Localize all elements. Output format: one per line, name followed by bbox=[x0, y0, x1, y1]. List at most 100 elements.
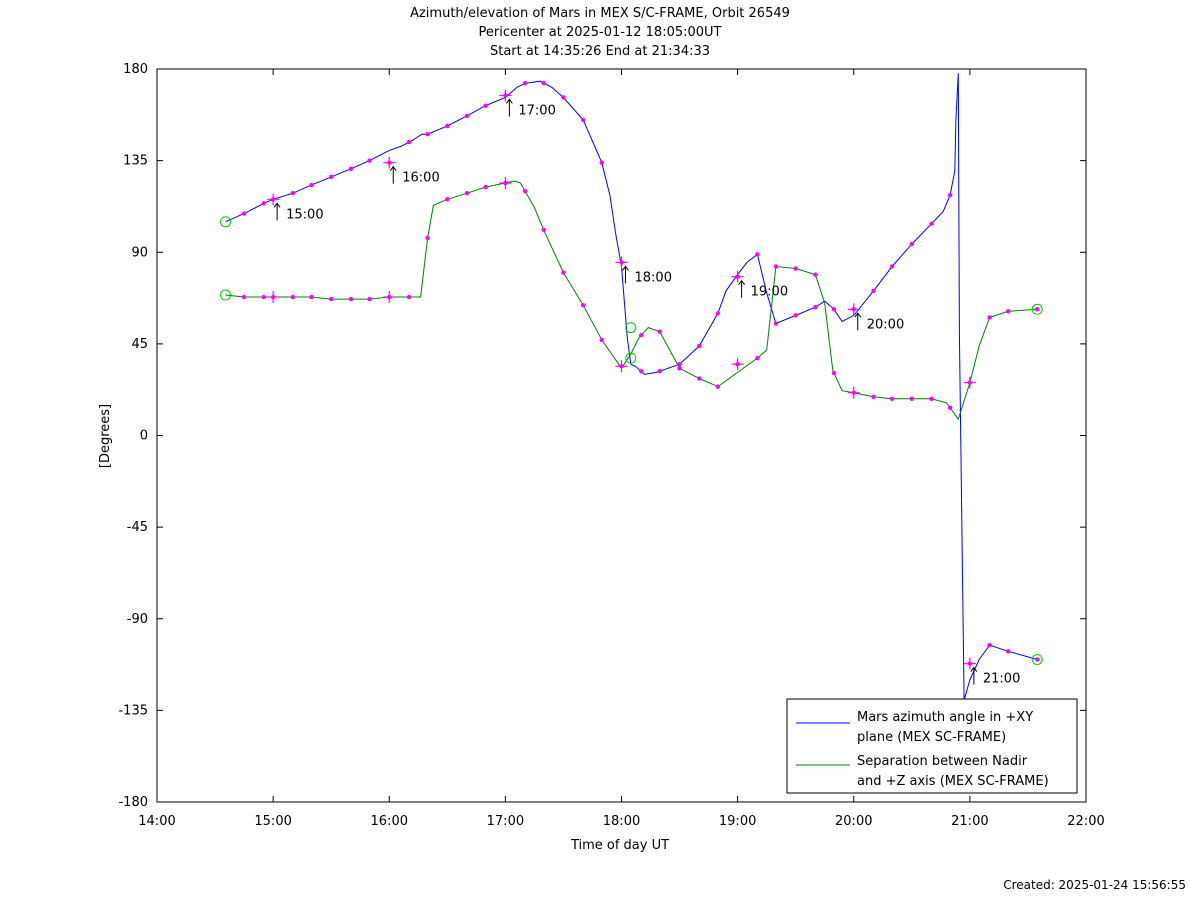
chart-title: Azimuth/elevation of Mars in MEX S/C-FRA… bbox=[410, 6, 790, 59]
legend-label-azimuth-line-2: plane (MEX SC-FRAME) bbox=[857, 730, 1006, 745]
y-tick-label: 90 bbox=[131, 245, 148, 260]
x-tick-label: 22:00 bbox=[1067, 814, 1104, 829]
azimuth-marker bbox=[657, 368, 663, 374]
separation-marker bbox=[813, 272, 818, 277]
azimuth-marker bbox=[261, 201, 267, 206]
azimuth-hour-mark-dot bbox=[270, 197, 276, 202]
azimuth-marker bbox=[309, 182, 314, 188]
separation-marker bbox=[348, 296, 354, 302]
separation-marker bbox=[1005, 309, 1011, 314]
legend: Mars azimuth angle in +XY plane (MEX SC-… bbox=[786, 698, 1078, 794]
y-tick-label: 135 bbox=[123, 154, 148, 169]
azimuth-marker bbox=[561, 95, 566, 100]
hour-pointer-head bbox=[505, 98, 513, 104]
azimuth-marker bbox=[445, 123, 450, 129]
azimuth-marker bbox=[793, 313, 798, 318]
endpoint-circle bbox=[1031, 303, 1043, 315]
separation-marker bbox=[697, 376, 702, 381]
azimuth-hour-mark-dot bbox=[967, 661, 973, 666]
hour-label: 20:00 bbox=[867, 317, 904, 332]
separation-hour-mark-dot bbox=[619, 364, 624, 369]
endpoint-circle bbox=[220, 216, 232, 228]
separation-hour-mark-dot bbox=[270, 294, 276, 300]
separation-marker bbox=[657, 329, 663, 334]
azimuth-marker bbox=[328, 174, 334, 180]
azimuth-marker bbox=[813, 305, 818, 310]
azimuth-series-line bbox=[225, 73, 1038, 701]
separation-marker bbox=[987, 315, 992, 320]
azimuth-hour-mark-dot bbox=[387, 160, 392, 165]
x-tick-label: 19:00 bbox=[719, 814, 756, 829]
y-tick-label: 45 bbox=[131, 337, 148, 352]
y-tick-label: -45 bbox=[127, 520, 148, 535]
separation-marker bbox=[367, 296, 372, 302]
azimuth-marker bbox=[1035, 657, 1040, 662]
hour-label: 18:00 bbox=[635, 270, 672, 285]
x-tick-label: 21:00 bbox=[951, 814, 988, 829]
separation-marker bbox=[599, 337, 604, 343]
x-tick-label: 18:00 bbox=[603, 814, 640, 829]
separation-hour-mark-dot bbox=[735, 362, 740, 367]
legend-label-separation-line-1: Separation between Nadir bbox=[857, 754, 1028, 769]
separation-marker bbox=[580, 302, 586, 308]
separation-marker bbox=[483, 184, 488, 190]
endpoint-circle bbox=[625, 352, 637, 364]
legend-label-azimuth-line-1: Mars azimuth angle in +XY bbox=[857, 710, 1033, 725]
azimuth-marker bbox=[697, 343, 702, 349]
separation-marker bbox=[773, 264, 779, 269]
y-tick-label: -135 bbox=[118, 703, 148, 718]
azimuth-marker bbox=[889, 264, 895, 269]
azimuth-marker bbox=[348, 166, 354, 171]
separation-marker bbox=[1035, 307, 1040, 312]
y-axis-label: [Degrees] bbox=[98, 404, 113, 468]
created-timestamp: Created: 2025-01-24 15:56:55 bbox=[1003, 878, 1186, 892]
hour-pointer-head bbox=[738, 279, 746, 285]
plot-frame bbox=[156, 68, 1087, 803]
azimuth-marker bbox=[464, 113, 470, 119]
azimuth-marker bbox=[541, 80, 546, 86]
separation-marker bbox=[677, 366, 682, 371]
azimuth-marker bbox=[929, 221, 934, 226]
plot-area: 14:00 15:00 16:00 17:00 18:00 19:00 20:00 21:00… bbox=[118, 62, 1104, 829]
separation-marker bbox=[947, 405, 953, 411]
azimuth-marker bbox=[755, 252, 760, 257]
x-tick-label: 20:00 bbox=[835, 814, 872, 829]
azimuth-marker bbox=[1005, 649, 1011, 654]
legend-box bbox=[786, 698, 1078, 794]
y-tick-label: 180 bbox=[123, 62, 148, 77]
separation-marker bbox=[425, 235, 430, 241]
x-tick-label: 14:00 bbox=[138, 814, 175, 829]
hour-pointer-head bbox=[273, 202, 281, 208]
azimuth-marker bbox=[483, 103, 488, 108]
separation-series-line bbox=[225, 180, 1038, 421]
separation-hour-mark-dot bbox=[851, 390, 856, 395]
azimuth-marker bbox=[522, 81, 528, 86]
separation-marker bbox=[793, 266, 798, 271]
hour-pointer-head bbox=[854, 312, 862, 318]
title-line-2: Pericenter at 2025-01-12 18:05:00UT bbox=[478, 25, 721, 40]
separation-marker bbox=[541, 227, 546, 233]
separation-marker bbox=[464, 191, 470, 196]
separation-marker bbox=[261, 294, 267, 300]
azimuth-marker bbox=[773, 321, 779, 326]
endpoint-circle bbox=[1031, 653, 1043, 665]
azimuth-marker bbox=[580, 117, 586, 123]
separation-marker bbox=[929, 396, 934, 402]
y-tick-label: -180 bbox=[118, 795, 148, 810]
azimuth-marker bbox=[290, 191, 296, 196]
separation-marker bbox=[309, 294, 314, 300]
separation-marker bbox=[755, 355, 760, 361]
hour-label: 21:00 bbox=[983, 672, 1020, 687]
separation-marker bbox=[522, 188, 528, 194]
x-axis-label: Time of day UT bbox=[570, 838, 669, 853]
hour-label: 19:00 bbox=[751, 285, 788, 300]
azimuth-marker bbox=[639, 369, 644, 374]
x-tick-label: 17:00 bbox=[487, 814, 524, 829]
hour-pointer-head bbox=[389, 165, 397, 171]
azimuth-marker bbox=[831, 307, 837, 312]
separation-marker bbox=[871, 394, 876, 400]
separation-marker bbox=[445, 197, 450, 202]
hour-label: 15:00 bbox=[286, 207, 323, 222]
azimuth-marker bbox=[425, 131, 430, 137]
